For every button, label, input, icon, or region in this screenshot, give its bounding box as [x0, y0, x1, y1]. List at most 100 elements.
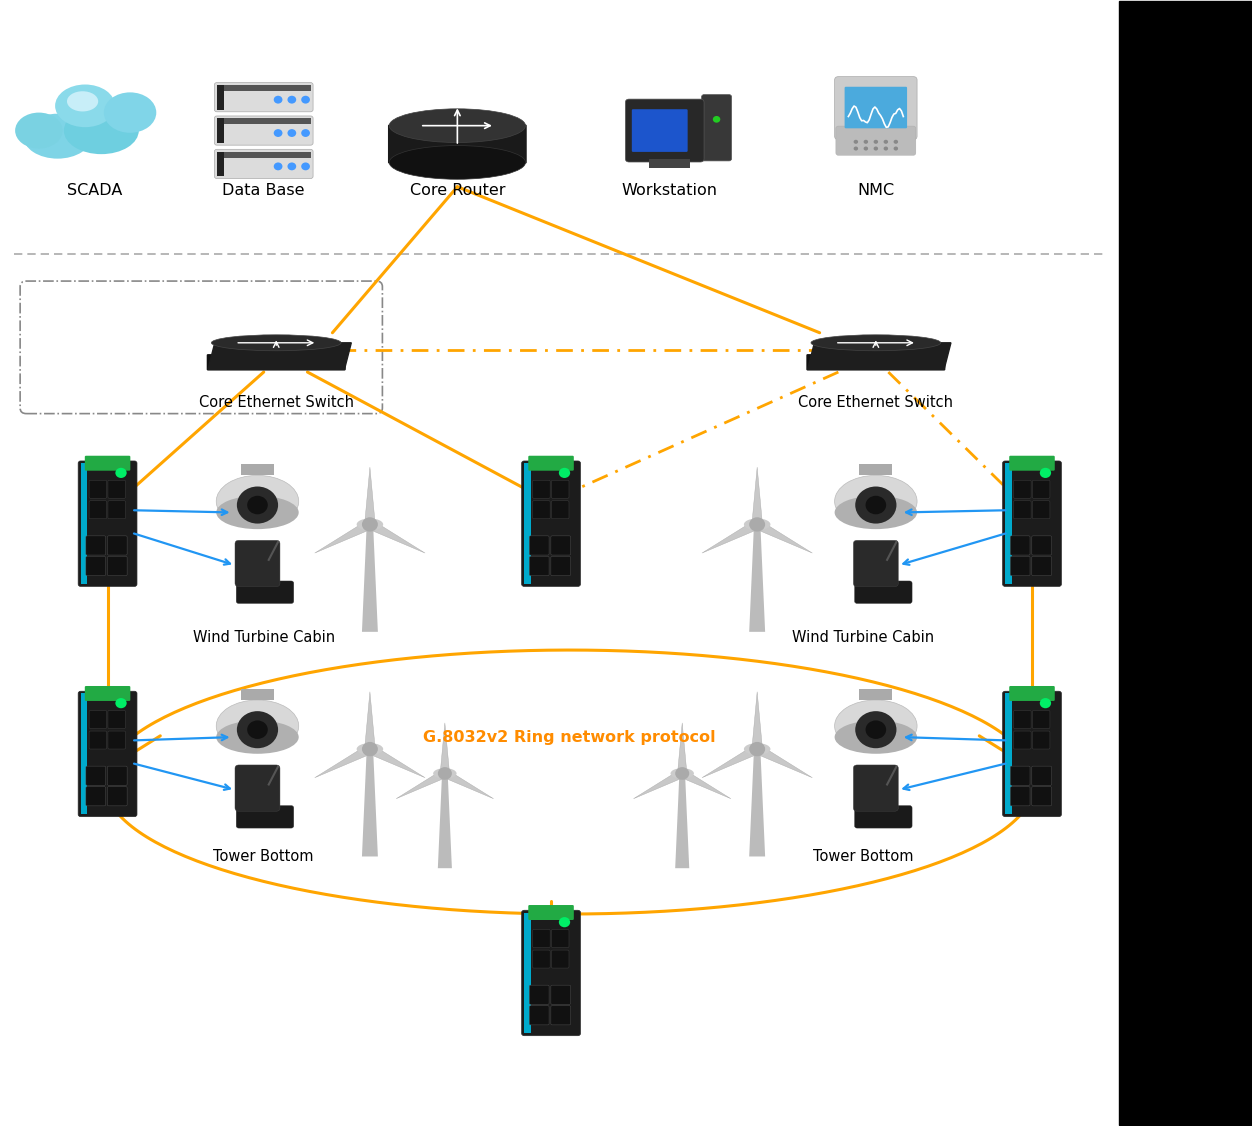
FancyBboxPatch shape [1032, 536, 1052, 555]
Circle shape [302, 162, 310, 170]
FancyBboxPatch shape [89, 711, 106, 729]
FancyBboxPatch shape [551, 950, 568, 968]
Ellipse shape [217, 700, 299, 752]
FancyBboxPatch shape [532, 501, 550, 519]
FancyBboxPatch shape [235, 540, 280, 587]
Circle shape [894, 140, 898, 144]
Text: Core Router: Core Router [409, 182, 505, 198]
FancyBboxPatch shape [1010, 766, 1030, 785]
Polygon shape [314, 520, 373, 553]
FancyBboxPatch shape [1032, 787, 1052, 806]
Circle shape [675, 767, 690, 779]
Ellipse shape [64, 107, 139, 154]
Circle shape [288, 162, 297, 170]
Circle shape [247, 721, 268, 739]
Text: Core Ethernet Switch: Core Ethernet Switch [199, 394, 354, 410]
Circle shape [438, 767, 452, 779]
Circle shape [274, 96, 283, 104]
Polygon shape [755, 745, 813, 778]
Ellipse shape [811, 334, 940, 351]
Bar [217, 84, 310, 91]
FancyBboxPatch shape [1033, 711, 1050, 729]
FancyBboxPatch shape [854, 765, 899, 811]
Ellipse shape [389, 109, 526, 143]
FancyBboxPatch shape [632, 109, 687, 152]
FancyBboxPatch shape [530, 1006, 550, 1025]
FancyBboxPatch shape [214, 116, 313, 145]
FancyBboxPatch shape [854, 540, 899, 587]
Circle shape [558, 467, 570, 479]
FancyBboxPatch shape [530, 985, 550, 1004]
FancyBboxPatch shape [207, 354, 346, 370]
FancyBboxPatch shape [108, 556, 128, 575]
Ellipse shape [55, 84, 115, 127]
Text: Wind Turbine Cabin: Wind Turbine Cabin [793, 631, 934, 645]
FancyBboxPatch shape [388, 125, 527, 163]
FancyBboxPatch shape [1009, 456, 1054, 471]
FancyBboxPatch shape [86, 766, 105, 785]
Bar [217, 152, 310, 158]
FancyBboxPatch shape [235, 765, 280, 811]
Ellipse shape [104, 92, 156, 133]
FancyBboxPatch shape [85, 686, 130, 701]
Circle shape [854, 146, 858, 151]
Circle shape [894, 146, 898, 151]
Polygon shape [702, 520, 760, 553]
Circle shape [855, 486, 896, 524]
FancyBboxPatch shape [530, 536, 550, 555]
Ellipse shape [389, 145, 526, 179]
FancyBboxPatch shape [108, 536, 128, 555]
Ellipse shape [15, 113, 63, 149]
FancyBboxPatch shape [855, 581, 911, 604]
FancyBboxPatch shape [522, 461, 581, 587]
FancyBboxPatch shape [108, 731, 125, 749]
Circle shape [874, 140, 878, 144]
FancyBboxPatch shape [1014, 501, 1032, 519]
Ellipse shape [217, 475, 299, 527]
Ellipse shape [433, 768, 457, 779]
FancyBboxPatch shape [551, 930, 568, 947]
Circle shape [558, 917, 570, 928]
FancyBboxPatch shape [1033, 731, 1050, 749]
FancyBboxPatch shape [85, 456, 130, 471]
FancyBboxPatch shape [78, 691, 136, 816]
FancyBboxPatch shape [1032, 766, 1052, 785]
Circle shape [288, 129, 297, 137]
FancyBboxPatch shape [551, 501, 568, 519]
Circle shape [362, 742, 378, 757]
Bar [859, 464, 893, 475]
FancyBboxPatch shape [1014, 480, 1032, 498]
Circle shape [115, 467, 126, 479]
FancyBboxPatch shape [78, 461, 136, 587]
Circle shape [274, 129, 283, 137]
FancyBboxPatch shape [806, 354, 945, 370]
Polygon shape [677, 723, 687, 774]
Bar [240, 464, 274, 475]
Polygon shape [364, 691, 376, 749]
Circle shape [854, 140, 858, 144]
Polygon shape [367, 520, 426, 553]
Ellipse shape [744, 518, 770, 530]
Bar [217, 118, 310, 124]
Ellipse shape [835, 495, 916, 529]
Polygon shape [752, 691, 762, 749]
FancyBboxPatch shape [237, 805, 294, 828]
Polygon shape [442, 770, 493, 798]
Circle shape [749, 742, 765, 757]
Ellipse shape [217, 495, 299, 529]
Ellipse shape [835, 475, 916, 527]
Text: Tower Bottom: Tower Bottom [214, 849, 314, 865]
Ellipse shape [66, 91, 98, 111]
Polygon shape [755, 520, 813, 553]
FancyBboxPatch shape [532, 930, 550, 947]
Circle shape [237, 486, 278, 524]
FancyBboxPatch shape [89, 501, 106, 519]
Ellipse shape [835, 721, 916, 753]
FancyBboxPatch shape [522, 910, 581, 1036]
Circle shape [864, 146, 868, 151]
Bar [217, 84, 224, 109]
Ellipse shape [212, 334, 341, 351]
FancyBboxPatch shape [528, 905, 573, 920]
FancyBboxPatch shape [108, 766, 128, 785]
FancyBboxPatch shape [89, 480, 106, 498]
